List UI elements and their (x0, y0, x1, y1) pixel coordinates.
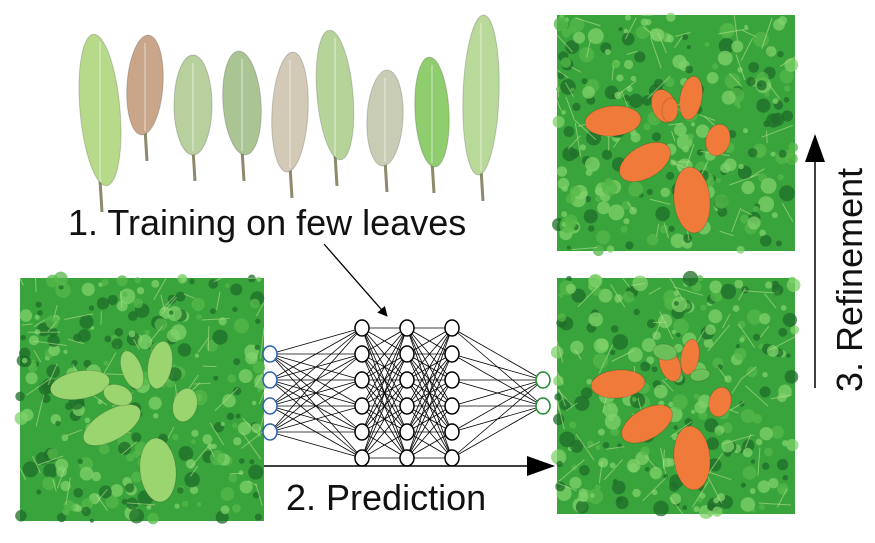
hidden-node (399, 371, 415, 389)
weed-leaf (119, 350, 145, 390)
refinement-label: 3. Refinement (829, 168, 870, 392)
hidden-node (444, 397, 460, 415)
hidden-node (354, 319, 370, 337)
weed-leaf (146, 340, 174, 390)
weed-leaf (139, 437, 177, 503)
hidden-node (399, 319, 415, 337)
input-node (262, 371, 278, 389)
input-node (262, 345, 278, 363)
hidden-node (399, 345, 415, 363)
refined-leaf (618, 141, 672, 183)
detected-leaf (673, 425, 711, 491)
weed-leaf (172, 387, 198, 423)
hidden-node (444, 345, 460, 363)
prediction-output-image (550, 270, 801, 519)
refined-leaf (679, 75, 703, 121)
hidden-node (354, 345, 370, 363)
prediction-label: 2. Prediction (286, 477, 486, 518)
hidden-node (444, 319, 460, 337)
hidden-node (444, 423, 460, 441)
detected-leaf (621, 404, 673, 444)
hidden-node (354, 449, 370, 467)
weed-leaf (82, 403, 142, 447)
hidden-node (399, 449, 415, 467)
input-field-image (14, 271, 270, 525)
detected-leaf (708, 386, 732, 418)
weed-leaf (652, 343, 678, 361)
neural-network (262, 319, 551, 467)
hidden-node (399, 423, 415, 441)
detected-leaf (590, 369, 646, 399)
hidden-node (444, 371, 460, 389)
training-leaves-strip (78, 14, 500, 213)
input-node (262, 397, 278, 415)
refined-leaf (661, 97, 679, 123)
hidden-node (354, 371, 370, 389)
hidden-node (354, 397, 370, 415)
refined-leaf (584, 105, 642, 137)
output-node (535, 371, 551, 389)
weed-leaf (102, 383, 134, 407)
output-node (535, 397, 551, 415)
refined-leaf (705, 123, 731, 157)
hidden-node (354, 423, 370, 441)
refined-leaf (673, 166, 711, 234)
weed-leaf (689, 368, 711, 382)
hidden-node (399, 397, 415, 415)
detected-leaf (680, 338, 700, 376)
refined-output-image (552, 12, 799, 257)
training-label: 1. Training on few leaves (68, 202, 466, 243)
hidden-node (444, 449, 460, 467)
input-node (262, 423, 278, 441)
training-arrow (323, 243, 388, 317)
weed-leaf (49, 369, 111, 401)
